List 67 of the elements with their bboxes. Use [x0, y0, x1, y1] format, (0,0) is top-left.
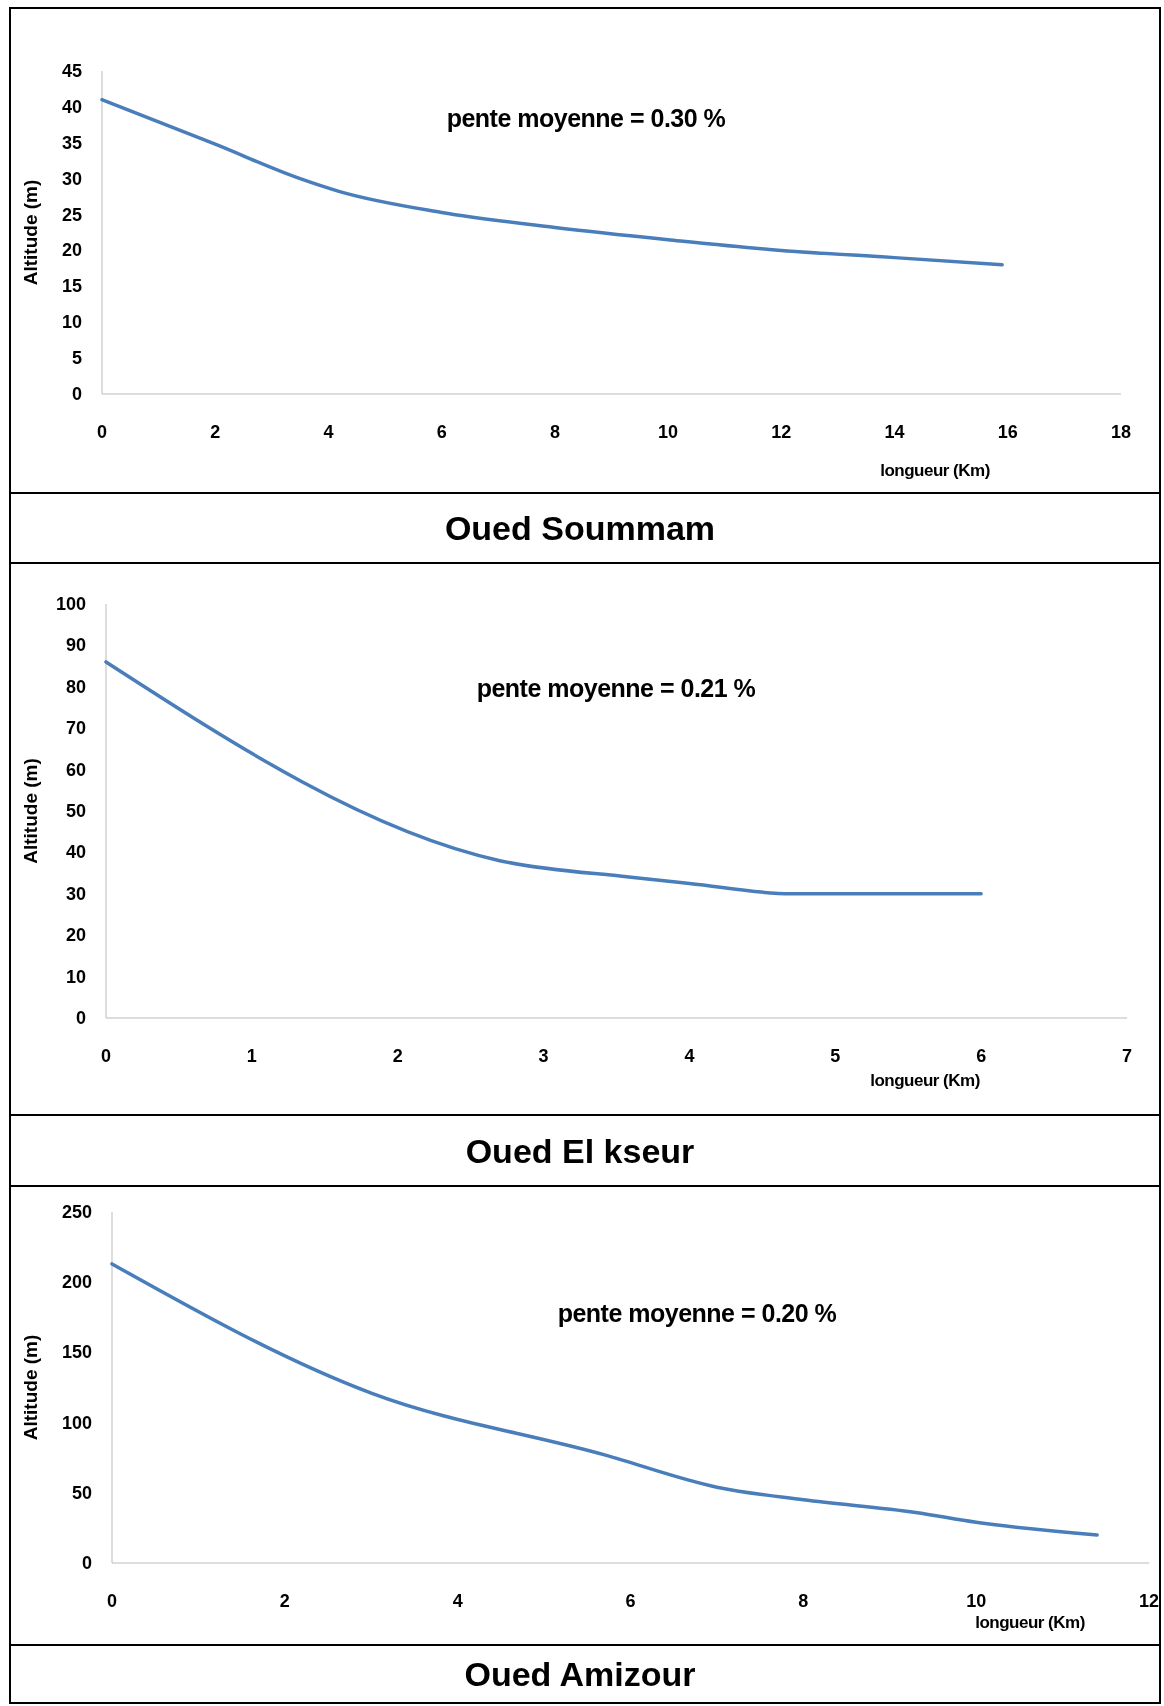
x-tick-label: 6 — [436, 422, 447, 442]
x-tick-label: 2 — [210, 422, 221, 442]
y-tick-label: 0 — [71, 384, 82, 404]
x-tick-label: 16 — [997, 422, 1018, 442]
y-tick-label: 15 — [61, 276, 82, 297]
x-tick-label: 10 — [966, 1591, 987, 1611]
x-tick-label: 3 — [538, 1046, 549, 1066]
annotation: pente moyenne = 0.20 % — [557, 1299, 837, 1327]
y-axis-title: Altitude (m) — [20, 1334, 41, 1441]
x-tick-label: 0 — [106, 1591, 118, 1611]
x-tick-label: 7 — [1121, 1046, 1133, 1066]
y-tick-label: 40 — [61, 96, 82, 117]
x-axis-title: longueur (Km) — [870, 1071, 980, 1090]
y-tick-label: 10 — [61, 312, 82, 333]
y-tick-label: 30 — [65, 883, 86, 904]
y-tick-label: 100 — [61, 1412, 92, 1433]
y-tick-label: 20 — [61, 240, 82, 261]
annotation: pente moyenne = 0.30 % — [446, 104, 726, 132]
x-tick-label: 8 — [798, 1591, 809, 1611]
y-tick-label: 80 — [65, 676, 86, 697]
text: Oued El kseur — [465, 1131, 695, 1170]
text: Oued Amizour — [464, 1655, 696, 1693]
y-tick-label: 90 — [65, 635, 86, 656]
line-series — [110, 1262, 1099, 1537]
annotation: pente moyenne = 0.21 % — [476, 674, 756, 702]
x-tick-label: 10 — [658, 422, 679, 442]
y-tick-label: 100 — [55, 594, 86, 614]
y-tick-label: 150 — [61, 1342, 92, 1363]
y-tick-label: 200 — [61, 1272, 92, 1293]
y-tick-label: 250 — [61, 1202, 92, 1222]
x-tick-label: 4 — [684, 1046, 695, 1066]
y-tick-label: 50 — [65, 801, 86, 821]
y-tick-label: 0 — [81, 1553, 92, 1573]
y-tick-label: 30 — [61, 168, 82, 189]
x-tick-label: 14 — [884, 422, 905, 442]
x-tick-label: 2 — [279, 1591, 290, 1611]
x-tick-label: 2 — [392, 1046, 403, 1066]
x-tick-label: 12 — [771, 422, 792, 442]
text: Oued Soummam — [444, 509, 716, 547]
x-tick-label: 8 — [549, 422, 560, 442]
y-tick-label: 35 — [61, 132, 82, 153]
x-tick-label: 0 — [96, 422, 108, 442]
x-tick-label: 5 — [830, 1046, 841, 1066]
x-tick-label: 0 — [100, 1046, 112, 1066]
x-tick-label: 1 — [246, 1046, 257, 1066]
y-tick-label: 60 — [65, 759, 86, 780]
x-tick-label: 4 — [323, 422, 334, 442]
y-tick-label: 5 — [71, 348, 82, 369]
line-series — [100, 97, 1004, 267]
x-axis-title: longueur (Km) — [975, 1613, 1085, 1632]
x-axis-title: longueur (Km) — [880, 461, 990, 480]
x-tick-label: 4 — [452, 1591, 463, 1611]
x-tick-label: 12 — [1138, 1591, 1160, 1611]
x-tick-label: 18 — [1110, 422, 1132, 442]
y-tick-label: 10 — [65, 966, 86, 987]
y-tick-label: 45 — [61, 61, 82, 81]
line-series — [104, 660, 983, 896]
y-tick-label: 0 — [75, 1008, 86, 1028]
y-tick-label: 25 — [61, 204, 82, 225]
y-axis-title: Altitude (m) — [20, 179, 41, 286]
x-tick-label: 6 — [976, 1046, 987, 1066]
y-tick-label: 20 — [65, 925, 86, 946]
y-tick-label: 70 — [65, 718, 86, 739]
y-tick-label: 40 — [65, 842, 86, 863]
x-tick-label: 6 — [625, 1591, 636, 1611]
y-tick-label: 50 — [71, 1482, 92, 1503]
y-axis-title: Altitude (m) — [20, 758, 41, 864]
